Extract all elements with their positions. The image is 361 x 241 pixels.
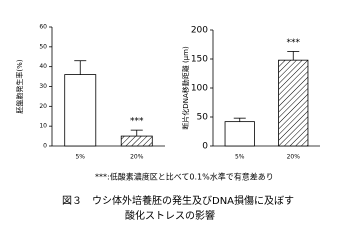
note: ***:低酸素濃度区と比べて0.1%水準で有意差あり [95,172,274,182]
y-tick-label: 50 [197,113,209,123]
annotation: *** [130,117,144,127]
caption-line: 酸化ストレスの影響 [125,209,215,222]
y-tick-label: 50 [39,43,47,50]
bar [64,74,97,147]
x-tick-label: 5% [75,154,85,161]
y-tick-label: 30 [39,83,47,90]
y-tick-label: 10 [39,123,47,130]
x-tick-label: 5% [235,154,245,161]
x-tick-label: 20% [130,154,144,161]
bar [120,135,153,147]
y-tick-label: 0 [202,142,208,152]
y-tick-label: 150 [191,55,208,65]
y-tick-label: 200 [191,26,208,36]
annotation: *** [287,38,301,48]
y-tick-label: 20 [39,103,47,110]
bar [278,59,309,147]
y-tick-label: 40 [39,63,47,70]
y-axis-label: 断片化DNA移動距離 (μm) [181,46,190,130]
caption-line: 図３ ウシ体外培養胚の発生及びDNA損傷に及ぼす [62,194,294,207]
y-axis-label: 胚盤胞発生率(%) [15,59,24,113]
y-tick-label: 0 [43,143,47,150]
bar [224,121,255,147]
x-tick-label: 20% [287,154,301,161]
y-tick-label: 100 [191,84,208,94]
y-tick-label: 60 [39,24,47,31]
